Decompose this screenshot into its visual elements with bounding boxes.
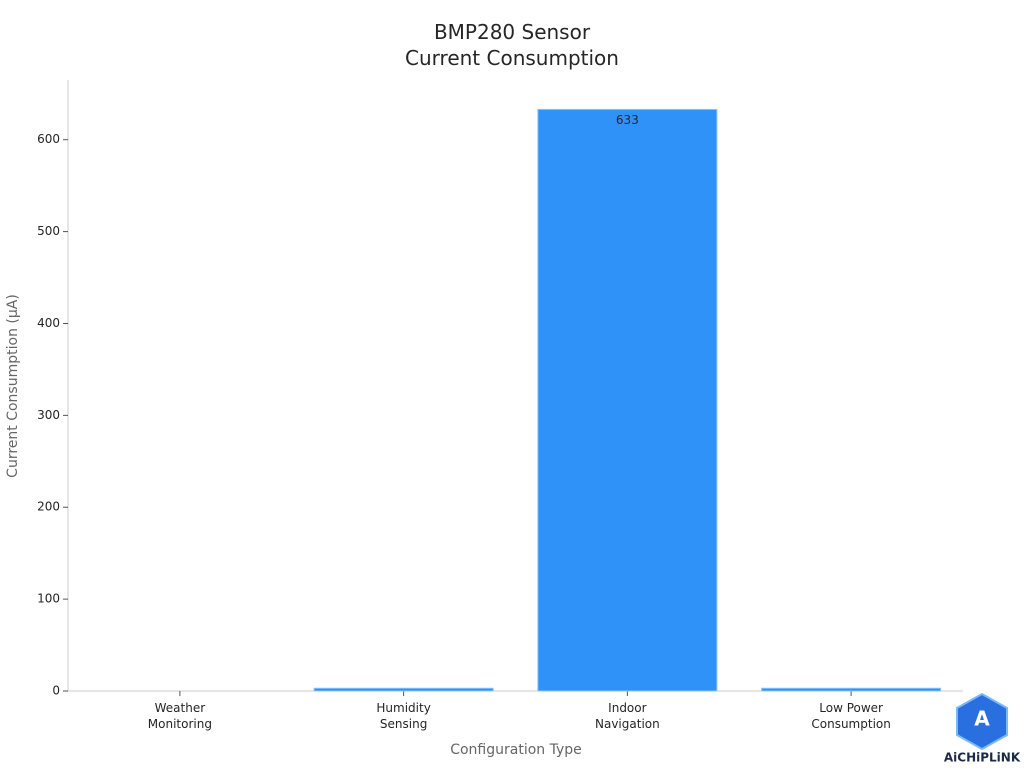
logo-icon (956, 692, 1008, 751)
x-tick-label: Low Power Consumption (811, 701, 890, 731)
y-tick-label: 300 (37, 408, 60, 422)
bar (313, 687, 494, 692)
bar (761, 687, 942, 692)
y-axis-label: Current Consumption (µA) (5, 294, 21, 478)
x-tick-label: Humidity Sensing (376, 701, 430, 731)
y-tick-label: 400 (37, 316, 60, 330)
y-tick-label: 500 (37, 224, 60, 238)
x-tick-label: Indoor Navigation (595, 701, 660, 731)
logo-text: AiCHiPLiNK (944, 751, 1021, 765)
logo-glyph: A (974, 707, 990, 731)
logo: A AiCHiPLiNK (944, 692, 1021, 765)
y-tick-label: 100 (37, 592, 60, 606)
y-tick-label: 200 (37, 500, 60, 514)
value-label: 633 (616, 113, 639, 127)
chart-title: BMP280 Sensor Current Consumption (405, 20, 619, 70)
x-tick-label: Weather Monitoring (148, 701, 212, 731)
bar (537, 108, 718, 692)
x-axis-label: Configuration Type (450, 742, 582, 758)
y-tick-label: 600 (37, 132, 60, 146)
y-tick-label: 0 (52, 684, 60, 698)
